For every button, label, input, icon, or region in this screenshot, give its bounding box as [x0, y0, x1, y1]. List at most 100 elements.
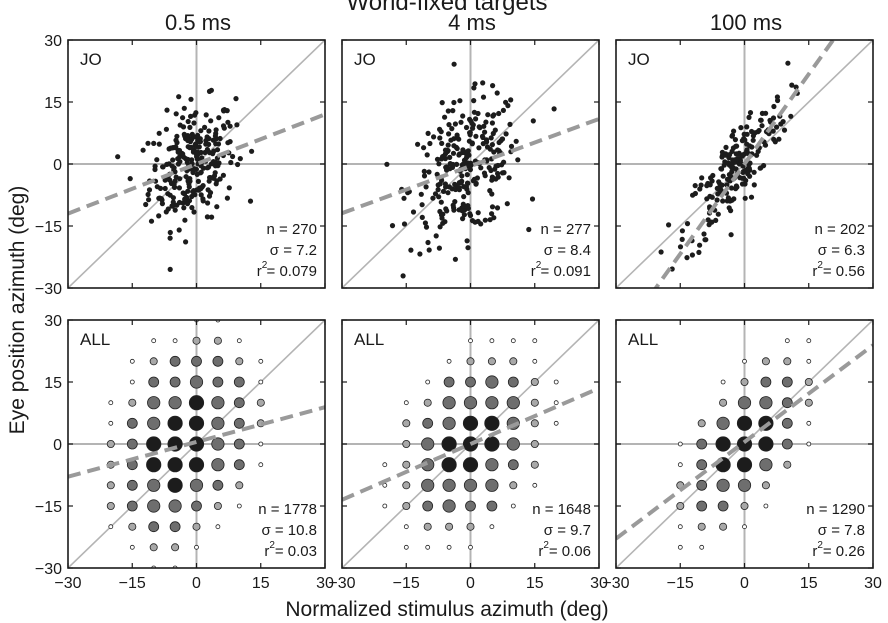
- y-tick-label: 30: [44, 313, 62, 330]
- data-bubble: [402, 501, 411, 510]
- data-point: [167, 235, 173, 241]
- data-point: [720, 198, 726, 204]
- data-point: [408, 247, 414, 253]
- data-point: [684, 255, 690, 261]
- data-point: [496, 110, 502, 117]
- data-point: [444, 208, 450, 214]
- data-point: [196, 187, 202, 193]
- data-bubble: [167, 415, 183, 431]
- subject-label: ALL: [80, 330, 110, 349]
- data-point: [170, 203, 176, 209]
- data-bubble: [126, 438, 138, 450]
- data-point: [190, 189, 196, 195]
- data-point: [770, 115, 777, 121]
- data-point: [225, 119, 231, 125]
- data-point: [152, 163, 158, 169]
- data-bubble: [147, 396, 161, 410]
- stat-r2-exponent: 2: [543, 540, 549, 551]
- data-bubble: [677, 441, 683, 447]
- stat-sigma: σ = 6.3: [818, 242, 865, 259]
- stat-r2: = 0.26: [823, 543, 865, 560]
- data-bubble: [172, 338, 178, 344]
- data-point: [480, 134, 486, 141]
- data-bubble: [258, 379, 264, 385]
- data-point: [148, 218, 155, 224]
- data-point: [789, 82, 795, 88]
- data-bubble: [148, 521, 160, 533]
- data-point: [217, 135, 223, 142]
- data-point: [732, 157, 738, 163]
- data-point: [425, 239, 431, 246]
- data-bubble: [781, 397, 793, 409]
- data-point: [185, 156, 191, 163]
- data-point: [770, 128, 776, 134]
- data-point: [726, 172, 733, 178]
- data-point: [156, 141, 162, 147]
- panel-1: −30 −15 0 15 30 JO n = 270 σ = 7.2 = 0.079 r 2: [35, 33, 326, 298]
- data-bubble: [462, 415, 479, 431]
- data-bubble: [258, 462, 264, 468]
- data-point: [751, 169, 757, 175]
- data-bubble: [422, 417, 434, 429]
- data-point: [234, 122, 240, 128]
- data-point: [743, 177, 749, 184]
- plot-area: [68, 40, 325, 288]
- data-point: [508, 143, 515, 149]
- data-point: [415, 141, 421, 147]
- data-point: [714, 197, 720, 203]
- data-bubble: [235, 357, 244, 366]
- data-point: [173, 137, 179, 143]
- stat-n: n = 1778: [258, 501, 317, 518]
- data-bubble: [442, 499, 456, 513]
- x-tick-label: 30: [316, 575, 334, 592]
- data-point: [480, 94, 487, 100]
- data-point: [508, 97, 514, 103]
- data-point: [206, 128, 212, 134]
- data-point: [146, 197, 152, 203]
- data-point: [419, 202, 425, 208]
- data-point: [490, 130, 496, 137]
- data-bubble: [720, 379, 726, 385]
- data-point: [173, 145, 179, 151]
- data-point: [445, 190, 451, 196]
- data-point: [464, 238, 470, 244]
- subject-label: JO: [628, 50, 650, 69]
- data-bubble: [781, 376, 793, 388]
- data-point: [771, 103, 777, 110]
- fit-line: [653, 40, 836, 288]
- data-point: [446, 184, 452, 190]
- data-bubble: [806, 441, 812, 447]
- data-point: [495, 174, 501, 180]
- data-bubble: [402, 419, 411, 428]
- y-tick-label: 30: [44, 33, 62, 50]
- data-point: [159, 201, 165, 207]
- panel-2: JO n = 277 σ = 8.4 = 0.091 r 2: [341, 39, 600, 289]
- data-bubble: [532, 338, 538, 344]
- data-bubble: [489, 338, 495, 344]
- data-point: [679, 228, 686, 234]
- data-bubble: [487, 357, 496, 366]
- data-bubble: [233, 438, 245, 450]
- data-point: [756, 127, 762, 134]
- data-point: [719, 182, 725, 188]
- y-tick-label: −15: [35, 219, 62, 236]
- data-point: [666, 222, 672, 228]
- data-point: [115, 154, 121, 160]
- data-point: [485, 112, 491, 118]
- data-bubble: [423, 522, 432, 531]
- data-point: [437, 135, 443, 141]
- data-bubble: [382, 462, 388, 468]
- data-point: [718, 166, 725, 172]
- data-point: [505, 103, 511, 109]
- data-point: [739, 181, 746, 187]
- data-bubble: [168, 499, 182, 513]
- data-point: [476, 145, 482, 151]
- data-bubble: [425, 379, 431, 385]
- stat-r2-exponent: 2: [269, 540, 275, 551]
- data-point: [452, 121, 458, 127]
- data-point: [452, 199, 458, 205]
- data-bubble: [169, 521, 181, 533]
- data-point: [745, 171, 751, 177]
- data-bubble: [484, 436, 500, 452]
